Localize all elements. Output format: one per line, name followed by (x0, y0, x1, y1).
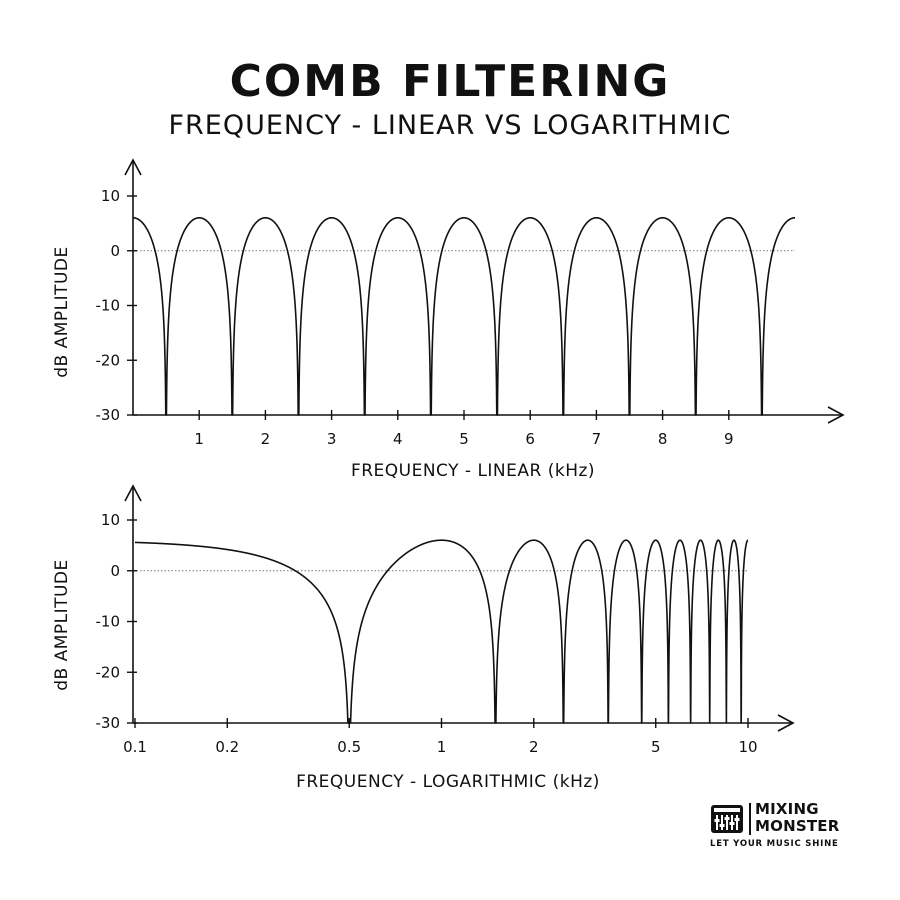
logo-wordmark: MIXING MONSTER (755, 801, 839, 835)
x-axis-arrow (827, 406, 845, 424)
x-tick-label: 6 (525, 430, 535, 448)
y-tick-label: 10 (101, 187, 120, 205)
x-tick-label: 1 (194, 430, 204, 448)
x-tick-label: 2 (529, 738, 539, 756)
chart-title: COMB FILTERING (229, 56, 671, 107)
y-tick-label: -30 (96, 406, 121, 424)
logo-line2: MONSTER (755, 817, 840, 835)
x-tick-label: 5 (651, 738, 661, 756)
y-tick-label: -30 (96, 714, 121, 732)
x-tick-label: 2 (261, 430, 271, 448)
y-tick-label: 10 (101, 511, 120, 529)
x-axis-arrow (777, 714, 795, 732)
y-axis-arrow (124, 484, 142, 502)
y-tick-label: -20 (96, 663, 121, 681)
y-tick-label: 0 (110, 242, 120, 260)
linear-chart: 10 0 -10 -20 -30 1 2 3 4 5 6 7 8 9 FREQUENCY - LINEAR … (52, 158, 845, 481)
x-tick-label: 0.5 (337, 738, 361, 756)
y-tick-label: -10 (96, 297, 121, 315)
logo-divider (749, 803, 751, 835)
x-tick-label: 4 (393, 430, 403, 448)
logo-line1: MIXING (755, 800, 819, 818)
comb-filter-curve (134, 539, 749, 724)
x-tick-label: 8 (658, 430, 668, 448)
x-tick-label: 9 (724, 430, 734, 448)
y-tick-label: 0 (110, 562, 120, 580)
brand-logo: MIXING MONSTER LET YOUR MUSIC SHINE (710, 801, 860, 851)
logo-tagline: LET YOUR MUSIC SHINE (710, 839, 839, 849)
y-axis-title: dB AMPLITUDE (52, 246, 72, 378)
x-tick-label: 3 (327, 430, 337, 448)
y-tick-label: -10 (96, 613, 121, 631)
y-axis-arrow (124, 158, 142, 176)
x-axis-title: FREQUENCY - LOGARITHMIC (kHz) (296, 772, 600, 792)
y-tick-label: -20 (96, 351, 121, 369)
x-tick-label: 5 (459, 430, 469, 448)
x-axis-title: FREQUENCY - LINEAR (kHz) (351, 461, 595, 481)
comb-filter-curve (132, 216, 796, 416)
mixer-icon (711, 805, 743, 833)
x-tick-label: 0.2 (215, 738, 239, 756)
x-tick-label: 7 (592, 430, 602, 448)
log-chart: 10 0 -10 -20 -300.1 0.2 0.5 1 2 5 10 FREQUENCY - LO… (52, 484, 795, 792)
x-tick-label: 1 (437, 738, 447, 756)
x-tick-label: 0.1 (123, 738, 147, 756)
y-axis-title: dB AMPLITUDE (52, 559, 72, 691)
x-tick-label: 10 (738, 738, 757, 756)
chart-subtitle: FREQUENCY - LINEAR VS LOGARITHMIC (168, 110, 732, 141)
